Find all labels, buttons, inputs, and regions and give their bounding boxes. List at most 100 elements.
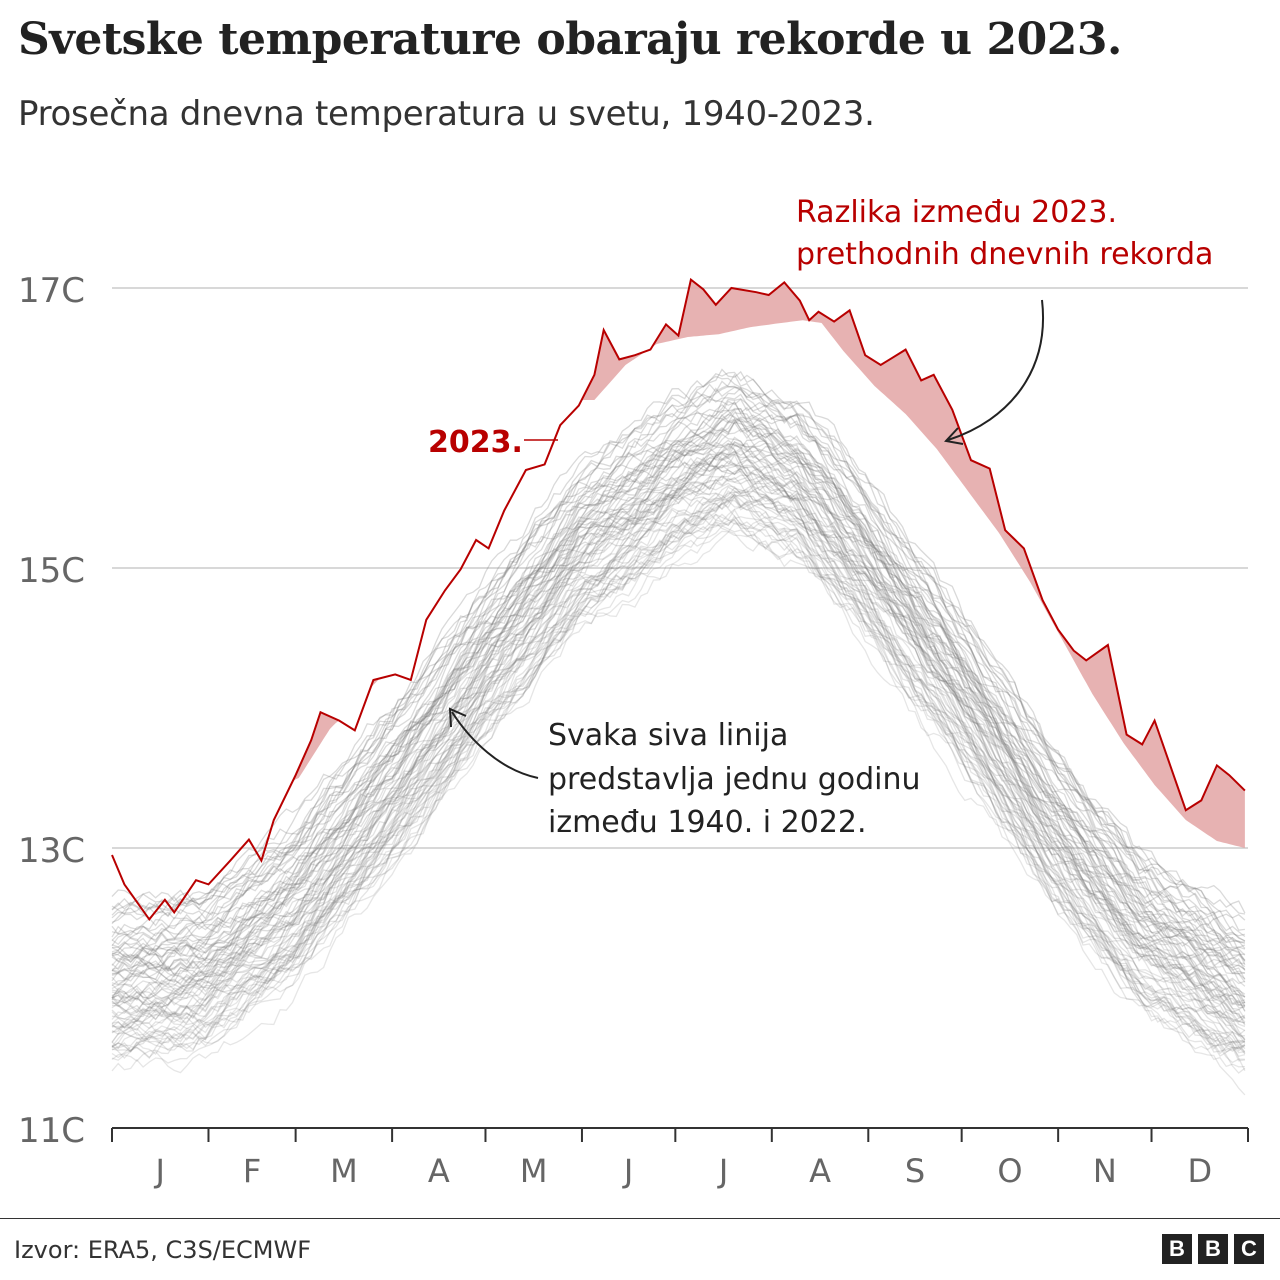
- band-note-line1: Razlika između 2023.: [796, 195, 1117, 230]
- gray-year-lines: [111, 368, 1246, 1096]
- gray-year-line-2003: [111, 414, 1246, 951]
- y-tick-label: 15C: [18, 551, 85, 591]
- gray-year-line-1993: [111, 437, 1246, 983]
- band-note-arrow: [947, 299, 1044, 441]
- x-tick-label: N: [1093, 1152, 1117, 1190]
- gray-year-line-1969: [111, 460, 1246, 1023]
- gray-note-line3: između 1940. i 2022.: [548, 805, 867, 840]
- gray-year-line-1941: [111, 530, 1246, 1096]
- gray-year-line-1976: [111, 484, 1245, 1044]
- gray-year-line-1979: [111, 449, 1245, 1006]
- gray-year-line-1977: [111, 486, 1245, 1037]
- gray-year-line-2014: [111, 380, 1246, 942]
- gray-year-line-2019: [111, 371, 1246, 915]
- gray-year-line-2015: [111, 400, 1246, 962]
- gray-year-line-2020: [111, 368, 1246, 914]
- gray-year-line-2022: [111, 386, 1246, 942]
- gray-year-line-2017: [111, 428, 1246, 971]
- logo-letter: C: [1234, 1234, 1264, 1264]
- gray-year-line-2008: [111, 398, 1246, 942]
- gray-year-line-1945: [111, 494, 1246, 1044]
- gray-year-line-2004: [111, 436, 1246, 998]
- gray-year-line-1999: [111, 433, 1246, 980]
- gray-year-line-1949: [111, 518, 1245, 1064]
- record-difference-band: [112, 279, 1245, 920]
- gray-year-line-1970: [111, 491, 1246, 1047]
- x-tick-label: J: [622, 1152, 633, 1190]
- gray-year-line-1953: [111, 516, 1246, 1051]
- x-tick-label: D: [1187, 1152, 1212, 1190]
- gray-year-line-1973: [111, 445, 1246, 1004]
- chart-subtitle: Prosečna dnevna temperatura u svetu, 194…: [18, 94, 875, 134]
- y-axis-labels: 11C 13C 15C 17C: [18, 271, 85, 1151]
- gray-year-line-1972: [111, 449, 1246, 1004]
- gray-year-line-2005: [111, 386, 1245, 957]
- gray-year-line-2016: [111, 373, 1245, 931]
- bbc-logo: B B C: [1162, 1234, 1264, 1264]
- gray-year-line-1975: [111, 489, 1246, 1041]
- chart-title: Svetske temperature obaraju rekorde u 20…: [18, 14, 1122, 65]
- x-tick-label: M: [520, 1152, 548, 1190]
- x-tick-label: J: [154, 1152, 165, 1190]
- gray-year-line-1942: [111, 522, 1245, 1074]
- x-tick-label: J: [717, 1152, 728, 1190]
- gray-year-line-2011: [111, 398, 1246, 949]
- gray-year-line-1984: [111, 474, 1246, 1014]
- source-note: Izvor: ERA5, C3S/ECMWF: [14, 1236, 312, 1264]
- gray-year-line-1994: [111, 414, 1246, 961]
- gray-year-line-1991: [111, 417, 1246, 970]
- gray-year-line-1986: [111, 442, 1246, 1023]
- gray-year-line-1988: [111, 418, 1246, 987]
- x-tick-label: A: [809, 1152, 831, 1190]
- x-tick-label: M: [330, 1152, 358, 1190]
- gray-year-line-1982: [111, 464, 1245, 1018]
- gray-year-line-2013: [111, 421, 1245, 975]
- gray-year-line-1946: [111, 502, 1246, 1058]
- logo-letter: B: [1162, 1234, 1192, 1264]
- chart: 11C 13C 15C 17C J F M A M J J A S O N D 2023. Razlika …: [18, 195, 1249, 1190]
- logo-letter: B: [1198, 1234, 1228, 1264]
- gray-year-line-2006: [111, 413, 1246, 957]
- y-tick-label: 17C: [18, 271, 85, 311]
- gray-year-line-1951: [111, 499, 1245, 1062]
- gray-year-line-1958: [111, 492, 1246, 1050]
- gray-year-line-1987: [111, 457, 1246, 998]
- gray-year-line-1971: [111, 447, 1245, 1006]
- gray-year-line-1952: [111, 475, 1246, 1036]
- x-tick-label: A: [428, 1152, 450, 1190]
- gray-year-line-1954: [111, 519, 1246, 1053]
- series-2023-line: [111, 277, 1246, 922]
- gray-year-line-1957: [111, 488, 1246, 1035]
- gray-year-line-1962: [111, 474, 1246, 1024]
- gray-year-line-1964: [111, 445, 1246, 1006]
- gray-year-line-1989: [111, 460, 1246, 1013]
- gray-year-line-1992: [111, 408, 1245, 971]
- gray-year-line-1983: [111, 467, 1246, 1026]
- gray-year-line-1985: [111, 456, 1246, 1023]
- gridlines: [112, 287, 1248, 849]
- gray-year-line-2010: [111, 393, 1246, 945]
- x-tick-label: S: [905, 1152, 925, 1190]
- gray-year-line-1940: [111, 496, 1246, 1054]
- gray-year-line-2009: [111, 409, 1246, 971]
- gray-year-line-1948: [111, 521, 1246, 1074]
- gray-year-line-2018: [111, 375, 1246, 938]
- gray-year-line-1960: [111, 494, 1246, 1041]
- gray-note-arrow: [451, 711, 539, 779]
- gray-year-line-1961: [111, 500, 1246, 1053]
- band-note-arrowhead: [944, 427, 964, 445]
- gray-year-line-1959: [111, 482, 1246, 1030]
- gray-year-line-1944: [111, 513, 1246, 1056]
- gray-year-line-1968: [111, 442, 1246, 1012]
- gray-year-line-1943: [111, 496, 1246, 1050]
- gray-year-line-1955: [111, 515, 1246, 1055]
- gray-year-line-1978: [111, 455, 1246, 1020]
- footer-divider: [0, 1218, 1280, 1219]
- gray-year-line-2000: [111, 411, 1246, 980]
- gray-year-line-1974: [111, 476, 1246, 1015]
- gray-year-line-1965: [111, 493, 1246, 1052]
- y-tick-label: 11C: [18, 1111, 85, 1151]
- gray-year-line-1981: [111, 441, 1246, 986]
- gray-year-line-2001: [111, 418, 1246, 963]
